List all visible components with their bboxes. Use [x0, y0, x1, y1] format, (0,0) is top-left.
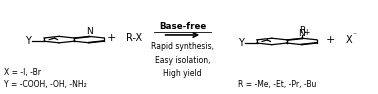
Text: High yield: High yield — [163, 69, 202, 78]
Text: N: N — [86, 27, 93, 36]
Text: Rapid synthesis,: Rapid synthesis, — [151, 42, 214, 51]
Text: Y: Y — [238, 38, 244, 48]
Text: R-X: R-X — [126, 33, 143, 43]
Text: +: + — [107, 33, 116, 43]
Text: +: + — [325, 35, 335, 45]
Text: N: N — [298, 29, 305, 38]
Text: X: X — [345, 35, 352, 45]
Text: X = -I, -Br: X = -I, -Br — [5, 67, 42, 77]
Text: R: R — [299, 26, 305, 35]
Text: Y = -COOH, -OH, -NH₂: Y = -COOH, -OH, -NH₂ — [5, 80, 87, 89]
Text: Easy isolation,: Easy isolation, — [155, 56, 210, 65]
Text: R = -Me, -Et, -Pr, -Bu: R = -Me, -Et, -Pr, -Bu — [238, 80, 317, 89]
Text: Base-free: Base-free — [159, 22, 206, 31]
Text: ⁻: ⁻ — [352, 30, 356, 39]
Text: Y: Y — [25, 36, 31, 46]
Text: +: + — [303, 28, 309, 37]
